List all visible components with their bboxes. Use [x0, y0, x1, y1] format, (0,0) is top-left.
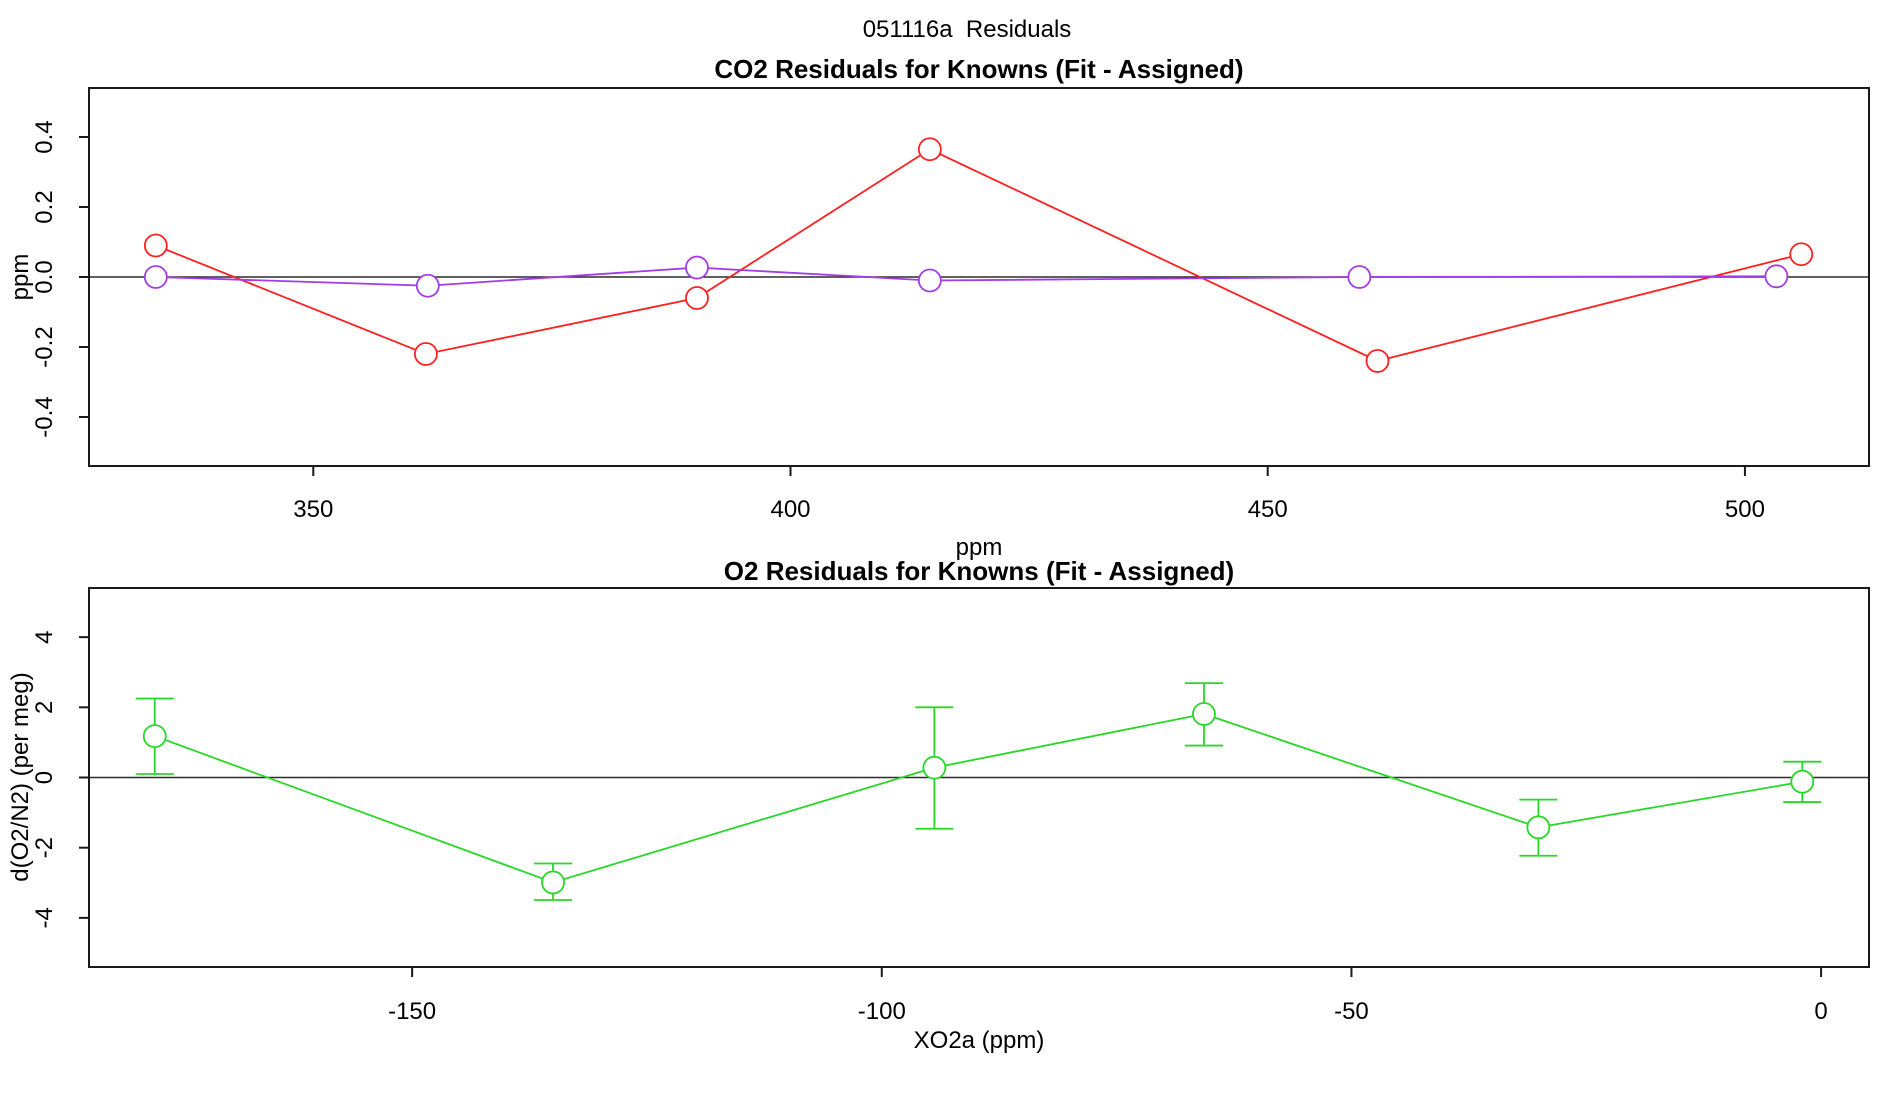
y-tick-label: 4 — [31, 630, 58, 643]
data-point-marker — [414, 342, 438, 366]
y-tick-label: 0.2 — [31, 190, 58, 223]
x-tick-label: -50 — [1334, 998, 1369, 1025]
o2-panel-title: O2 Residuals for Knowns (Fit - Assigned) — [723, 556, 1235, 586]
data-point-marker — [1347, 265, 1372, 289]
y-tick-label: -4 — [31, 907, 58, 928]
data-point-marker — [1790, 769, 1815, 794]
data-point-marker — [685, 286, 709, 310]
x-tick-label: 350 — [293, 496, 333, 523]
data-point-marker — [917, 137, 942, 162]
x-tick-label: 0 — [1814, 998, 1827, 1025]
y-tick-label: 0 — [31, 771, 58, 784]
figure-title: 051116a Residuals — [862, 16, 1072, 43]
y-tick-label: 2 — [31, 701, 58, 714]
plot-frame — [88, 587, 1870, 968]
y-tick-label: 0.4 — [31, 120, 58, 153]
data-point-marker — [143, 265, 168, 289]
data-point-marker — [143, 233, 168, 258]
data-point-marker — [1365, 349, 1390, 373]
co2-x-axis-label: ppm — [955, 534, 1003, 561]
plot-frame — [88, 87, 1870, 467]
data-point-marker — [415, 273, 440, 298]
x-tick-label: -100 — [858, 998, 906, 1025]
o2-x-axis-label: XO2a (ppm) — [913, 1027, 1045, 1054]
data-point-marker — [917, 268, 942, 293]
co2-y-axis-label: ppm — [7, 253, 34, 301]
o2-residual-green-line — [154, 713, 1803, 884]
data-point-marker — [922, 755, 947, 780]
co2-panel-title: CO2 Residuals for Knowns (Fit - Assigned… — [714, 54, 1244, 84]
x-tick-label: 450 — [1248, 496, 1288, 523]
y-tick-label: -0.2 — [31, 326, 58, 367]
x-tick-label: -150 — [388, 998, 436, 1025]
x-tick-label: 400 — [770, 496, 810, 523]
y-tick-label: -0.4 — [31, 396, 58, 437]
data-point-marker — [1789, 242, 1814, 267]
data-point-marker — [541, 870, 565, 895]
data-point-marker — [1764, 264, 1789, 289]
o2-y-axis-label: d(O2/N2) (per meg) — [7, 672, 34, 882]
y-tick-label: -2 — [31, 837, 58, 858]
data-point-marker — [1526, 815, 1551, 840]
x-tick-label: 500 — [1725, 496, 1765, 523]
data-point-marker — [685, 255, 709, 280]
data-point-marker — [1192, 702, 1216, 726]
y-tick-label: 0.0 — [31, 260, 58, 293]
co2-residual-red-line — [155, 148, 1802, 362]
data-point-marker — [142, 724, 167, 748]
co2-residual-purple-line — [155, 266, 1777, 287]
